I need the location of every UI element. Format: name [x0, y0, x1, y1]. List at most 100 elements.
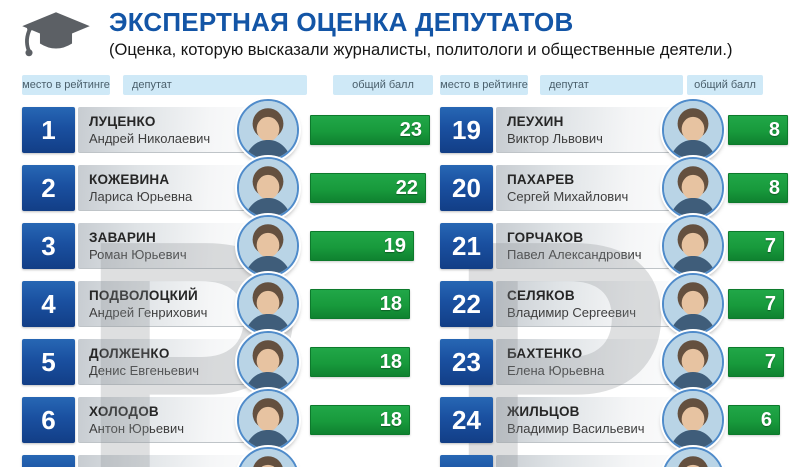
score-bar: 8	[728, 173, 788, 203]
score-bar: 8	[728, 115, 788, 145]
deputy-given-name: Павел Александрович	[507, 246, 642, 262]
deputy-row: 19 ЛЕУХИН Виктор Львович 8	[440, 99, 800, 161]
deputy-given-name: Андрей Николаевич	[89, 130, 211, 146]
deputy-given-name: Владимир Сергеевич	[507, 304, 637, 320]
score-bar: 6	[728, 405, 780, 435]
name-plate	[496, 455, 712, 467]
column-header-rank-left: место в рейтинге	[22, 75, 110, 95]
deputy-given-name: Денис Евгеньевич	[89, 362, 199, 378]
score-value: 7	[764, 234, 776, 257]
person-avatar-icon	[239, 159, 297, 217]
deputy-photo	[237, 389, 299, 451]
deputy-given-name: Антон Юрьевич	[89, 420, 184, 436]
score-bar: 7	[728, 289, 784, 319]
column-header-deputy-left: депутат	[123, 75, 307, 95]
rank-badge: 22	[440, 281, 493, 327]
score-value: 19	[383, 234, 406, 257]
deputy-photo	[237, 99, 299, 161]
score-value: 18	[379, 350, 402, 373]
score-bar: 7	[728, 347, 784, 377]
deputy-photo	[237, 447, 299, 467]
deputy-surname: ЛЕУХИН	[507, 113, 564, 129]
header-text: ЭКСПЕРТНАЯ ОЦЕНКА ДЕПУТАТОВ (Оценка, кот…	[109, 6, 732, 62]
deputy-given-name: Андрей Генрихович	[89, 304, 208, 320]
deputy-surname: БАХТЕНКО	[507, 345, 583, 361]
page-title: ЭКСПЕРТНАЯ ОЦЕНКА ДЕПУТАТОВ	[109, 7, 574, 37]
person-avatar-icon	[239, 449, 297, 467]
rank-badge: 23	[440, 339, 493, 385]
deputy-photo	[237, 273, 299, 335]
deputy-surname: ПАХАРЕВ	[507, 171, 575, 187]
column-header-rank-right: место в рейтинге	[440, 75, 528, 95]
deputy-row: 1 ЛУЦЕНКО Андрей Николаевич 23	[22, 99, 435, 161]
column-header-score-right: общий балл	[687, 75, 763, 95]
score-bar: 19	[310, 231, 414, 261]
rank-badge: 19	[440, 107, 493, 153]
deputy-photo	[237, 331, 299, 393]
person-avatar-icon	[239, 101, 297, 159]
deputy-row: 21 ГОРЧАКОВ Павел Александрович 7	[440, 215, 800, 277]
person-avatar-icon	[664, 391, 722, 449]
rank-badge: 24	[440, 397, 493, 443]
header: ЭКСПЕРТНАЯ ОЦЕНКА ДЕПУТАТОВ (Оценка, кот…	[18, 6, 732, 62]
deputy-given-name: Елена Юрьевна	[507, 362, 605, 378]
person-avatar-icon	[664, 101, 722, 159]
ranking-column-left: 1 ЛУЦЕНКО Андрей Николаевич 23 2 КОЖЕВИН…	[22, 99, 435, 467]
score-value: 23	[399, 118, 422, 141]
score-value: 6	[760, 408, 772, 431]
rank-badge: 21	[440, 223, 493, 269]
deputy-surname: ЖИЛЬЦОВ	[507, 403, 580, 419]
score-bar: 18	[310, 347, 410, 377]
page-subtitle: (Оценка, которую высказали журналисты, п…	[109, 41, 733, 59]
deputy-row: 6 ХОЛОДОВ Антон Юрьевич 18	[22, 389, 435, 451]
rank-badge	[440, 455, 493, 467]
person-avatar-icon	[664, 217, 722, 275]
deputy-row: 23 БАХТЕНКО Елена Юрьевна 7	[440, 331, 800, 393]
column-header-deputy-right: депутат	[540, 75, 683, 95]
person-avatar-icon	[664, 333, 722, 391]
deputy-photo	[662, 389, 724, 451]
rank-badge: 20	[440, 165, 493, 211]
deputy-row: 20 ПАХАРЕВ Сергей Михайлович 8	[440, 157, 800, 219]
rank-badge: 3	[22, 223, 75, 269]
deputy-row: 3 ЗАВАРИН Роман Юрьевич 19	[22, 215, 435, 277]
rank-badge	[22, 455, 75, 467]
score-value: 8	[768, 118, 780, 141]
deputy-surname: ПОДВОЛОЦКИЙ	[89, 287, 198, 303]
rank-badge: 2	[22, 165, 75, 211]
deputy-given-name: Лариса Юрьевна	[89, 188, 193, 204]
deputy-surname: ГОРЧАКОВ	[507, 229, 584, 245]
deputy-given-name: Сергей Михайлович	[507, 188, 629, 204]
deputy-photo	[237, 215, 299, 277]
score-value: 22	[395, 176, 418, 199]
person-avatar-icon	[664, 449, 722, 467]
deputy-photo	[662, 447, 724, 467]
deputy-surname: СЕЛЯКОВ	[507, 287, 575, 303]
score-value: 18	[379, 292, 402, 315]
graduation-cap-icon	[22, 12, 90, 57]
person-avatar-icon	[664, 275, 722, 333]
person-avatar-icon	[239, 217, 297, 275]
person-avatar-icon	[239, 275, 297, 333]
rank-badge: 5	[22, 339, 75, 385]
score-bar: 23	[310, 115, 430, 145]
deputy-row: 4 ПОДВОЛОЦКИЙ Андрей Генрихович 18	[22, 273, 435, 335]
deputy-row: 2 КОЖЕВИНА Лариса Юрьевна 22	[22, 157, 435, 219]
deputy-given-name: Владимир Васильевич	[507, 420, 645, 436]
score-bar: 18	[310, 289, 410, 319]
deputy-given-name: Роман Юрьевич	[89, 246, 187, 262]
deputy-row-partial	[22, 447, 435, 467]
deputy-photo	[662, 331, 724, 393]
score-value: 7	[764, 292, 776, 315]
deputy-row: 24 ЖИЛЬЦОВ Владимир Васильевич 6	[440, 389, 800, 451]
deputy-surname: КОЖЕВИНА	[89, 171, 170, 187]
score-bar: 18	[310, 405, 410, 435]
deputy-row: 5 ДОЛЖЕНКО Денис Евгеньевич 18	[22, 331, 435, 393]
person-avatar-icon	[239, 333, 297, 391]
ranking-column-right: 19 ЛЕУХИН Виктор Львович 8 20 ПАХАРЕВ Се…	[440, 99, 800, 467]
score-bar: 7	[728, 231, 784, 261]
deputy-surname: ХОЛОДОВ	[89, 403, 159, 419]
deputy-surname: ЛУЦЕНКО	[89, 113, 156, 129]
deputy-photo	[662, 215, 724, 277]
deputy-given-name: Виктор Львович	[507, 130, 603, 146]
